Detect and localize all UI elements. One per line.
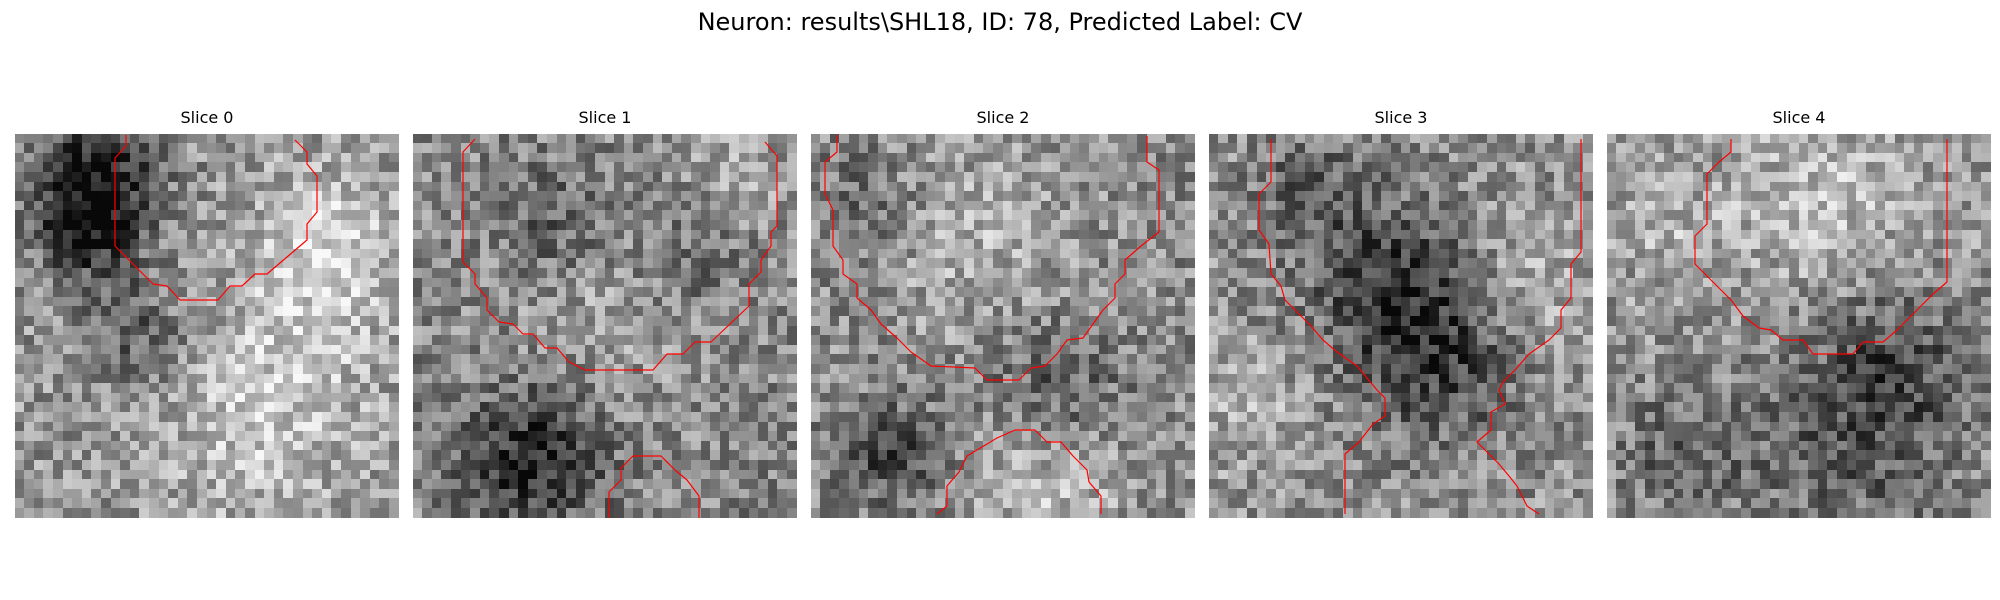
contour-line xyxy=(1476,139,1582,515)
slice-panel: Slice 0 xyxy=(15,108,399,518)
grayscale-image-slice xyxy=(811,134,1195,518)
figure-title: Neuron: results\SHL18, ID: 78, Predicted… xyxy=(697,8,1303,36)
grayscale-image-slice xyxy=(1607,134,1991,518)
segmentation-contour xyxy=(462,138,778,518)
grayscale-image-slice xyxy=(1209,134,1593,518)
slice-title: Slice 2 xyxy=(976,108,1030,127)
slice-title: Slice 4 xyxy=(1772,108,1826,127)
slice-panel: Slice 1 xyxy=(413,108,797,518)
contour-line xyxy=(462,138,778,371)
slice-panel: Slice 3 xyxy=(1209,108,1593,518)
contour-line xyxy=(1694,139,1948,355)
contour-line xyxy=(824,135,1160,381)
slice-panel: Slice 4 xyxy=(1607,108,1991,518)
grayscale-image-slice xyxy=(15,134,399,518)
slice-title: Slice 0 xyxy=(180,108,234,127)
grayscale-image-slice xyxy=(413,134,797,518)
segmentation-contour xyxy=(1258,139,1582,515)
segmentation-contour xyxy=(114,135,318,301)
slice-title: Slice 1 xyxy=(578,108,632,127)
segmentation-contour xyxy=(824,135,1160,515)
segmentation-contour xyxy=(1694,139,1948,355)
contour-line xyxy=(1258,139,1386,514)
slice-title: Slice 3 xyxy=(1374,108,1428,127)
contour-line xyxy=(608,455,700,518)
contour-line xyxy=(114,135,318,301)
slice-panel: Slice 2 xyxy=(811,108,1195,518)
contour-line xyxy=(936,429,1102,515)
